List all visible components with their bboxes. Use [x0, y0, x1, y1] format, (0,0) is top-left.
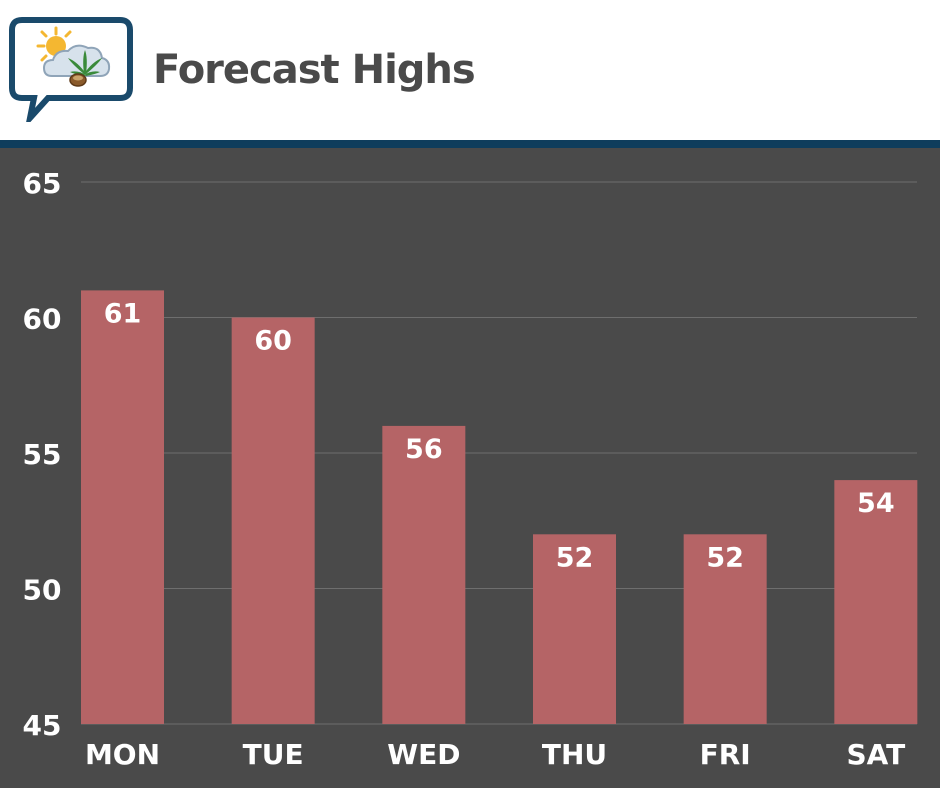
x-tick-label: WED — [387, 738, 460, 771]
data-label: 61 — [104, 298, 142, 329]
chart-panel: 45 50 55 60 65 61 MON 60 TUE 56 WED 52 THU 52 FRI 54 SAT — [0, 148, 940, 788]
y-tick-label: 45 — [23, 709, 62, 742]
data-label: 54 — [857, 488, 895, 519]
data-label: 52 — [556, 542, 594, 573]
y-tick-label: 65 — [23, 167, 62, 200]
data-label: 56 — [405, 434, 443, 465]
x-tick-label: TUE — [243, 738, 304, 771]
page-title: Forecast Highs — [153, 47, 476, 93]
x-tick-label: THU — [542, 738, 607, 771]
bar — [81, 290, 164, 724]
data-label: 52 — [706, 542, 744, 573]
x-tick-label: FRI — [700, 738, 751, 771]
y-tick-label: 55 — [23, 438, 62, 471]
header-divider — [0, 140, 940, 148]
bar — [382, 425, 466, 724]
bar-chart: 45 50 55 60 65 61 MON 60 TUE 56 WED 52 THU 52 FRI 54 SAT — [23, 167, 918, 771]
y-tick-label: 50 — [23, 574, 62, 607]
x-tick-label: SAT — [846, 738, 905, 771]
bar — [533, 534, 616, 724]
data-label: 60 — [254, 326, 292, 357]
bar — [231, 317, 315, 724]
chart-header: Forecast Highs — [0, 0, 940, 140]
y-tick-label: 60 — [23, 303, 62, 336]
bar — [683, 534, 767, 724]
weather-cannabis-logo-icon — [9, 17, 133, 122]
x-tick-label: MON — [85, 738, 160, 771]
bar — [834, 480, 918, 724]
